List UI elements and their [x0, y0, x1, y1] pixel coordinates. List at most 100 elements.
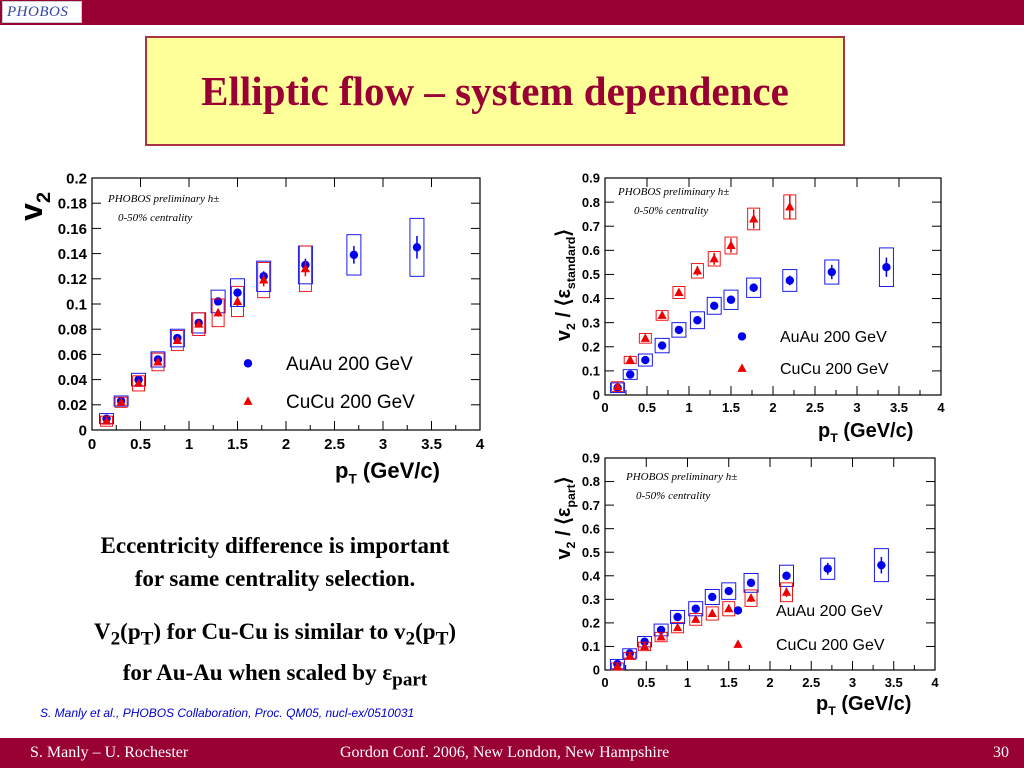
legend-label: AuAu 200 GeV: [286, 354, 413, 375]
cucu-point: [692, 265, 702, 275]
x-tick-label: 1.5: [227, 436, 248, 453]
auau-point: [724, 586, 733, 596]
auau-point: [710, 301, 719, 310]
phobos-logo: PHOBOS: [2, 1, 82, 23]
x-axis-label: pT (GeV/c): [335, 458, 440, 487]
y-tick-label: 0.3: [582, 592, 600, 607]
cucu-sys-box: [747, 207, 761, 231]
auau-sys-box: [671, 322, 687, 338]
y-tick-label: 0.14: [58, 246, 88, 263]
cucu-point: [657, 310, 667, 319]
auau-sys-box: [622, 369, 638, 380]
auau-point: [746, 578, 756, 588]
y-tick-label: 0.8: [582, 195, 600, 210]
legend-label: CuCu 200 GeV: [780, 361, 889, 378]
cucu-point: [640, 641, 650, 650]
x-tick-label: 2.5: [324, 436, 345, 453]
auau-point: [641, 355, 650, 365]
auau-point: [674, 325, 684, 335]
auau-sys-box: [256, 260, 272, 292]
y-tick-label: 0.1: [582, 364, 600, 379]
x-axis-label: pT (GeV/c): [818, 420, 913, 445]
annotation-text: 0-50% centrality: [636, 490, 710, 502]
cucu-sys-box: [705, 606, 719, 621]
scaling-text: V2(pT) for Cu-Cu is similar to v2(pT) fo…: [40, 615, 510, 696]
auau-sys-box: [113, 395, 129, 407]
slide-title: Elliptic flow – system dependence: [201, 68, 789, 114]
cucu-sys-box: [724, 236, 738, 255]
cucu-point: [213, 307, 223, 317]
logo-text: PHOBOS: [7, 4, 69, 20]
cucu-point: [116, 397, 126, 406]
auau-point: [233, 288, 242, 297]
y-tick-label: 0.3: [582, 315, 600, 330]
x-tick-label: 1: [685, 400, 692, 415]
page-number: 30: [993, 744, 1009, 761]
cucu-sys-box: [671, 621, 685, 634]
x-tick-label: 2: [282, 436, 290, 453]
y-tick-label: 0.9: [582, 451, 600, 466]
legend-label: AuAu 200 GeV: [780, 329, 887, 346]
x-tick-label: 1: [185, 436, 193, 453]
auau-sys-box: [706, 296, 722, 315]
cucu-sys-box: [231, 285, 244, 318]
cucu-point: [194, 319, 204, 328]
y-tick-label: 0: [79, 422, 87, 439]
citation: S. Manly et al., PHOBOS Collaboration, P…: [40, 706, 415, 720]
auau-point: [708, 592, 717, 602]
eccentricity-line-1: Eccentricity difference is important: [100, 533, 450, 558]
auau-point: [412, 243, 422, 252]
cucu-sys-box: [707, 251, 721, 267]
auau-sys-box: [637, 353, 653, 367]
y-axis-label: v2 / ⟨εpart⟩: [553, 476, 578, 559]
cucu-sys-box: [298, 245, 312, 292]
y-tick-label: 0.4: [582, 568, 601, 583]
cucu-point: [781, 587, 792, 596]
legend-cucu-marker: [243, 396, 253, 405]
eccentricity-text: Eccentricity difference is important for…: [40, 529, 510, 595]
cucu-point: [232, 296, 243, 305]
y-tick-label: 0.7: [582, 219, 600, 234]
y-tick-label: 0.18: [58, 196, 87, 213]
footer-author: S. Manly – U. Rochester: [30, 744, 189, 761]
cucu-point: [640, 333, 650, 342]
y-tick-label: 0: [593, 388, 600, 403]
header-bar: PHOBOS: [0, 0, 1024, 25]
auau-point: [749, 283, 758, 292]
cucu-point: [746, 593, 756, 602]
x-tick-label: 3: [853, 400, 860, 415]
auau-point: [877, 560, 886, 570]
x-tick-label: 4: [476, 436, 485, 453]
x-tick-label: 4: [937, 400, 945, 415]
auau-point: [782, 571, 791, 580]
x-tick-label: 0.5: [638, 400, 656, 415]
x-tick-label: 2.5: [802, 675, 820, 690]
x-tick-label: 0: [601, 675, 608, 690]
auau-sys-box: [689, 311, 705, 330]
x-tick-label: 1: [684, 675, 691, 690]
auau-sys-box: [743, 572, 759, 593]
y-axis-label: v2: [13, 192, 55, 221]
legend-label: CuCu 200 GeV: [776, 637, 885, 654]
auau-point: [673, 612, 682, 622]
cucu-sys-box: [690, 263, 704, 279]
x-tick-label: 1.5: [720, 675, 738, 690]
x-tick-label: 0.5: [637, 675, 655, 690]
cucu-sys-box: [211, 298, 225, 328]
x-tick-label: 3: [379, 436, 387, 453]
y-tick-label: 0.2: [66, 170, 87, 187]
cucu-point: [172, 335, 182, 345]
y-tick-label: 0.4: [582, 291, 601, 306]
chart-v2-over-eps-standard: 0 0.5 1 1.5 2 2.5 3 3.5 4 0 0.1 0.2 0.3 0.4 0.5 0.6 0.7 0…: [553, 171, 945, 445]
cucu-point: [625, 650, 635, 660]
auau-sys-box: [779, 564, 794, 587]
cucu-point: [724, 603, 734, 613]
cucu-sys-box: [170, 330, 184, 352]
y-tick-label: 0.6: [582, 243, 600, 258]
auau-point: [882, 263, 891, 272]
x-tick-label: 0: [601, 400, 608, 415]
y-tick-label: 0.2: [582, 616, 600, 631]
scaling-line-1: V2(pT) for Cu-Cu is similar to v2(pT): [93, 619, 457, 650]
x-tick-label: 3.5: [885, 675, 903, 690]
cucu-point: [749, 213, 759, 223]
